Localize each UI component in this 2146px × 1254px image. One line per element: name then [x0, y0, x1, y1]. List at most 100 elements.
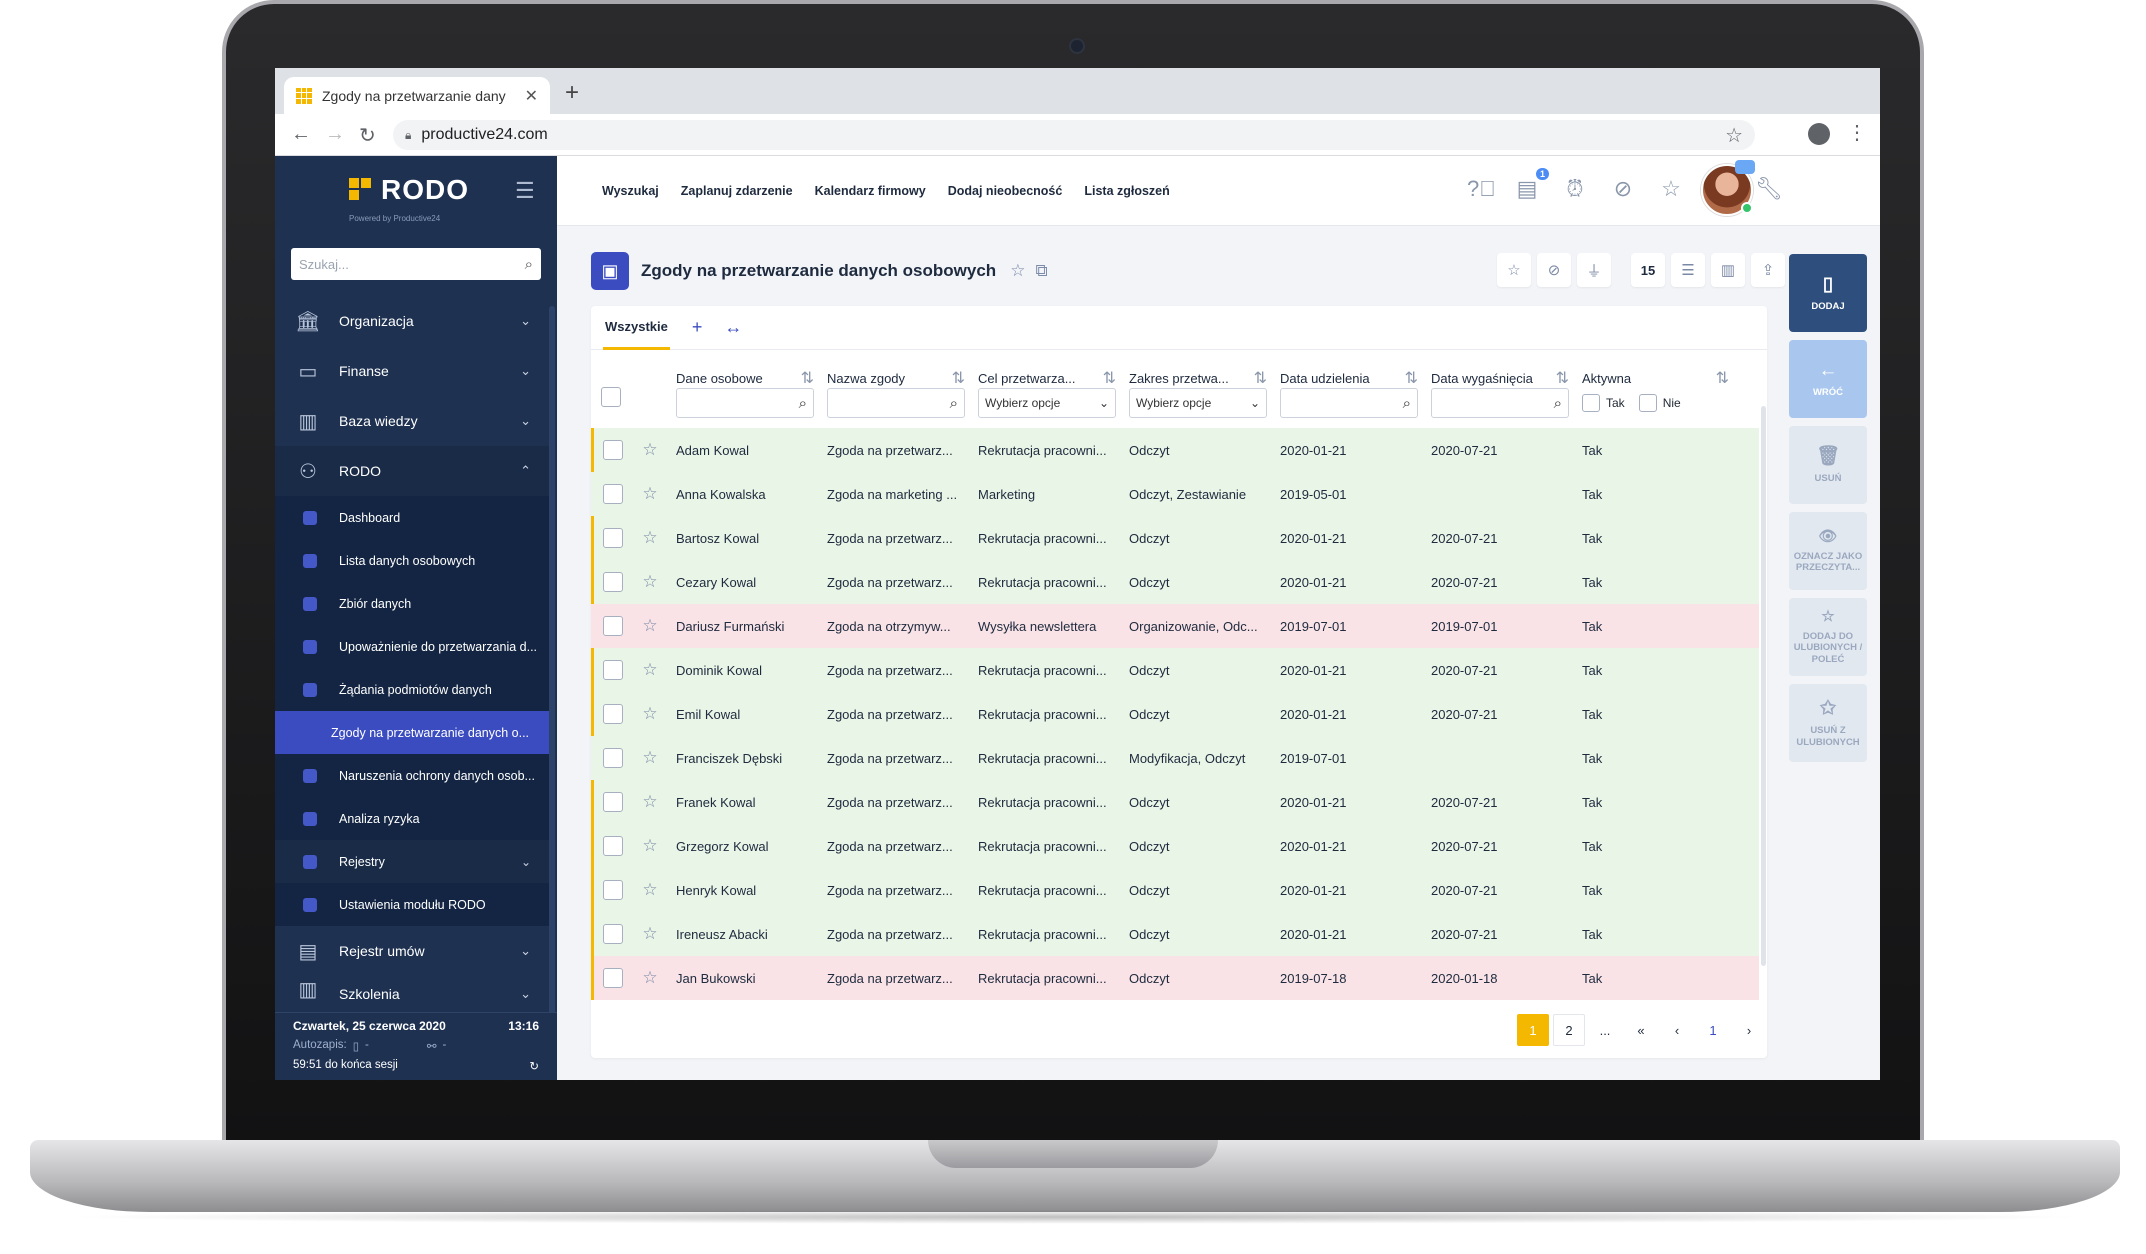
column-header[interactable]: Data wygaśnięcia ⇅	[1424, 368, 1575, 388]
table-row[interactable]: ☆ Jan Bukowski Zgoda na przetwarz... Rekrut…	[591, 956, 1759, 1000]
table-row[interactable]: ☆ Franciszek Dębski Zgoda na przetwarz... R…	[591, 736, 1759, 780]
page-button-1[interactable]: 1	[1517, 1014, 1549, 1046]
sidebar-subitem-zadania[interactable]: Żądania podmiotów danych	[275, 668, 549, 711]
favorite-star-icon[interactable]: ☆	[642, 440, 658, 459]
nav-link-nieobecnosc[interactable]: Dodaj nieobecność	[947, 184, 1063, 198]
favorite-star-icon[interactable]: ☆	[642, 528, 658, 547]
sidebar-subitem-zbior-danych[interactable]: Zbiór danych	[275, 582, 549, 625]
filter-no-checkbox[interactable]	[1638, 394, 1657, 412]
sort-icon[interactable]: ⇅	[1715, 370, 1729, 387]
row-checkbox[interactable]	[602, 572, 623, 592]
favorites-filter-icon[interactable]: ☆	[1497, 253, 1531, 287]
resize-arrows-icon[interactable]: ↔	[724, 317, 743, 337]
favorite-star-icon[interactable]: ☆	[642, 616, 658, 635]
sort-icon[interactable]: ⇅	[800, 370, 814, 387]
table-row[interactable]: ☆ Cezary Kowal Zgoda na przetwarz... Rekrut…	[591, 560, 1759, 604]
add-favorite-button[interactable]: ☆ DODAJ DO ULUBIONYCH / POLEĆ	[1789, 598, 1867, 676]
column-header[interactable]: Nazwa zgody ⇅	[820, 368, 971, 388]
sidebar-subitem-ustawienia[interactable]: Ustawienia modułu RODO	[275, 883, 549, 926]
favorite-star-icon[interactable]: ☆	[642, 836, 658, 855]
table-row[interactable]: ☆ Henryk Kowal Zgoda na przetwarz... Rekrut…	[591, 868, 1759, 912]
star-icon[interactable]: ☆	[1661, 176, 1681, 201]
nav-link-kalendarz[interactable]: Kalendarz firmowy	[814, 184, 926, 198]
first-page-icon[interactable]: «	[1637, 1022, 1645, 1038]
clear-filter-icon[interactable]: ⏚	[1577, 253, 1611, 287]
per-page-button[interactable]: 15	[1631, 253, 1665, 287]
nav-link-zgloszenia[interactable]: Lista zgłoszeń	[1084, 184, 1170, 198]
filter-yes-checkbox[interactable]	[1582, 394, 1600, 412]
page-number-input[interactable]: 1	[1709, 1022, 1717, 1038]
sort-icon[interactable]: ⇅	[951, 370, 965, 387]
unread-filter-icon[interactable]: ⊘	[1537, 253, 1571, 287]
sort-icon[interactable]: ⇅	[1253, 370, 1267, 387]
sidebar-subitem-rejestry[interactable]: Rejestry ⌄	[275, 840, 549, 883]
favorite-star-icon[interactable]: ☆	[642, 880, 658, 899]
column-header[interactable]: Zakres przetwa... ⇅	[1122, 368, 1273, 388]
nav-link-zaplanuj[interactable]: Zaplanuj zdarzenie	[680, 184, 793, 198]
tab-wszystkie[interactable]: Wszystkie	[603, 306, 670, 350]
mark-read-button[interactable]: 👁︎ OZNACZ JAKO PRZECZYTA...	[1789, 512, 1867, 590]
favorite-star-icon[interactable]: ☆	[642, 748, 658, 767]
favorite-star-icon[interactable]: ☆	[642, 660, 658, 679]
add-tab-icon[interactable]: +	[691, 317, 703, 337]
delete-button[interactable]: 🗑︎ USUŃ	[1789, 426, 1867, 504]
table-row[interactable]: ☆ Dominik Kowal Zgoda na przetwarz... Rekru…	[591, 648, 1759, 692]
column-header[interactable]: Data udzielenia ⇅	[1273, 368, 1424, 388]
table-row[interactable]: ☆ Grzegorz Kowal Zgoda na przetwarz... Rekr…	[591, 824, 1759, 868]
sidebar-search-input[interactable]: Szukaj... ⌕	[291, 248, 541, 280]
hamburger-icon[interactable]: ☰	[515, 178, 535, 203]
filter-scope-select[interactable]: Wybierz opcje ⌄	[1129, 388, 1267, 418]
sidebar-subitem-analiza[interactable]: Analiza ryzyka	[275, 797, 549, 840]
alarm-clock-icon[interactable]: ⏰︎	[1566, 176, 1584, 201]
export-icon[interactable]: ⇪	[1751, 253, 1785, 287]
table-row[interactable]: ☆ Franek Kowal Zgoda na przetwarz... Rekrut…	[591, 780, 1759, 824]
browser-tab[interactable]: Zgody na przetwarzanie dany ✕	[284, 77, 550, 114]
filter-consent-input[interactable]: ⌕	[827, 388, 965, 418]
menu-kebab-icon[interactable]: ⋮	[1847, 122, 1867, 144]
favorite-star-icon[interactable]: ☆	[642, 572, 658, 591]
help-icon[interactable]: ?⃝	[1467, 176, 1496, 201]
select-all-checkbox[interactable]	[601, 387, 621, 407]
url-input[interactable]: 🔒︎ productive24.com ☆	[393, 120, 1755, 150]
favorite-star-icon[interactable]: ☆	[642, 484, 658, 503]
row-checkbox[interactable]	[602, 704, 623, 724]
wrench-icon[interactable]: 🔧︎	[1755, 176, 1783, 201]
eye-off-icon[interactable]: ⊘	[1613, 176, 1633, 201]
sidebar-item-baza-wiedzy[interactable]: ▥ Baza wiedzy ⌄	[275, 396, 549, 446]
column-header[interactable]: Cel przetwarza... ⇅	[971, 368, 1122, 388]
sidebar-item-organizacja[interactable]: 🏛︎ Organizacja ⌄	[275, 296, 549, 346]
next-page-icon[interactable]: ›	[1746, 1022, 1752, 1038]
sidebar-scrollbar[interactable]	[549, 306, 555, 1026]
table-row[interactable]: ☆ Bartosz Kowal Zgoda na przetwarz... Rekru…	[591, 516, 1759, 560]
sidebar-subitem-naruszenia[interactable]: Naruszenia ochrony danych osob...	[275, 754, 549, 797]
logo[interactable]: RODO	[349, 174, 469, 206]
favorite-star-icon[interactable]: ☆	[1010, 261, 1026, 280]
sidebar-subitem-upowaznienie[interactable]: Upoważnienie do przetwarzania d...	[275, 625, 549, 668]
nav-link-wyszukaj[interactable]: Wyszukaj	[602, 184, 659, 198]
table-row[interactable]: ☆ Adam Kowal Zgoda na przetwarz... Rekrutac…	[591, 428, 1759, 472]
sidebar-item-finanse[interactable]: ▭ Finanse ⌄	[275, 346, 549, 396]
row-checkbox[interactable]	[602, 836, 623, 856]
notes-icon[interactable]: ▤ 1	[1515, 168, 1549, 202]
row-checkbox[interactable]	[602, 616, 623, 636]
favorite-star-icon[interactable]: ☆	[642, 704, 658, 723]
sort-icon[interactable]: ⇅	[1404, 370, 1418, 387]
filter-granted-input[interactable]: ⌕	[1280, 388, 1418, 418]
sidebar-item-rejestr-umow[interactable]: ▤ Rejestr umów ⌄	[275, 926, 549, 976]
sidebar-item-rodo[interactable]: ⚇ RODO ⌃	[275, 446, 549, 496]
add-button[interactable]: ▯ DODAJ	[1789, 254, 1867, 332]
columns-icon[interactable]: ▥	[1711, 253, 1745, 287]
row-checkbox[interactable]	[602, 792, 623, 812]
table-row[interactable]: ☆ Dariusz Furmański Zgoda na otrzymyw... Wy…	[591, 604, 1759, 648]
row-checkbox[interactable]	[602, 880, 623, 900]
forward-icon[interactable]: →	[325, 123, 345, 145]
page-button-2[interactable]: 2	[1553, 1014, 1585, 1046]
copy-window-icon[interactable]: ⧉	[1035, 261, 1048, 280]
row-checkbox[interactable]	[602, 440, 623, 460]
row-checkbox[interactable]	[602, 924, 623, 944]
row-checkbox[interactable]	[602, 968, 623, 988]
sort-icon[interactable]: ⇅	[1102, 370, 1116, 387]
favorite-star-icon[interactable]: ☆	[642, 792, 658, 811]
table-row[interactable]: ☆ Ireneusz Abacki Zgoda na przetwarz... Rek…	[591, 912, 1759, 956]
remove-favorite-button[interactable]: ✩ USUŃ Z ULUBIONYCH	[1789, 684, 1867, 762]
